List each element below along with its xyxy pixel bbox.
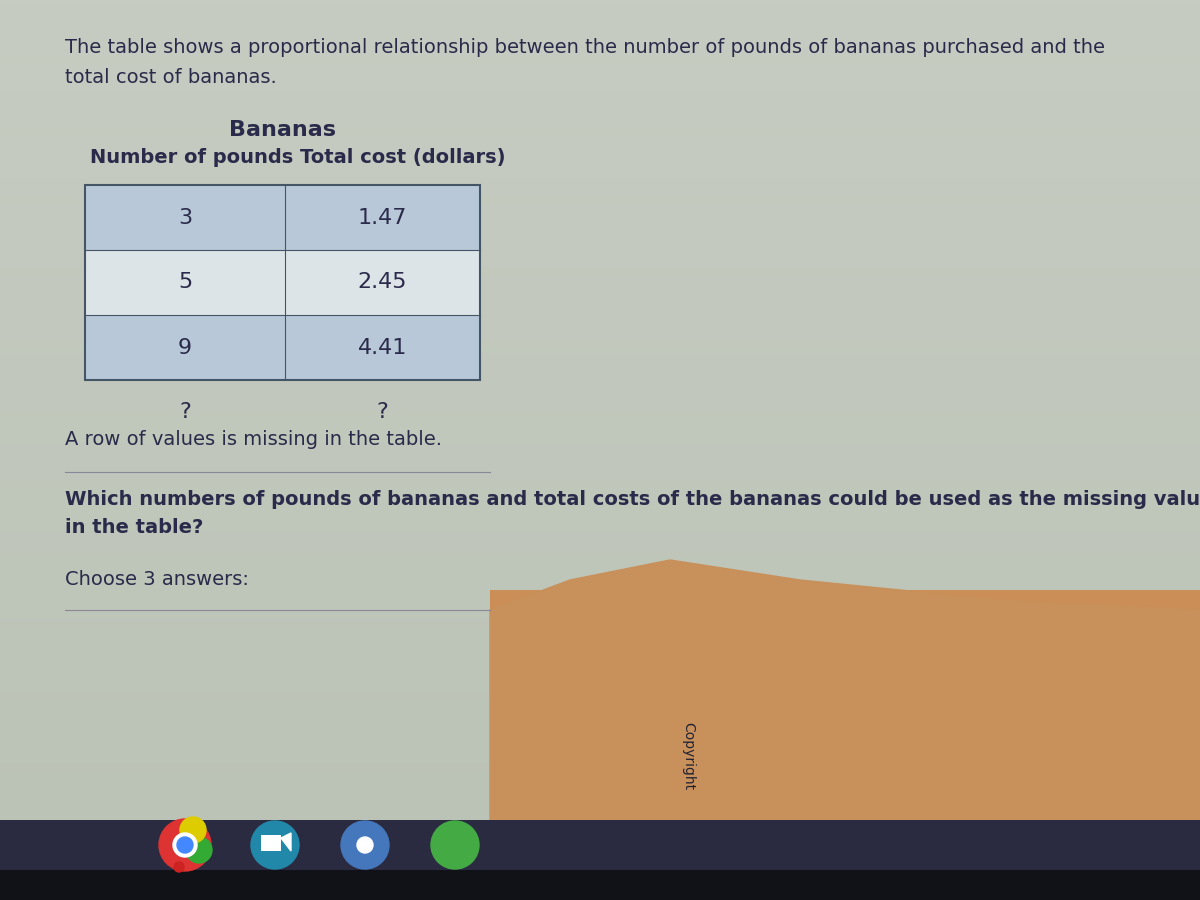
- Text: ?: ?: [179, 402, 191, 422]
- Text: A row of values is missing in the table.: A row of values is missing in the table.: [65, 430, 442, 449]
- Text: Total cost (dollars): Total cost (dollars): [300, 148, 505, 167]
- Polygon shape: [490, 560, 1200, 900]
- Circle shape: [158, 819, 211, 871]
- Circle shape: [358, 837, 373, 853]
- Text: The table shows a proportional relationship between the number of pounds of bana: The table shows a proportional relations…: [65, 38, 1105, 57]
- Circle shape: [431, 821, 479, 869]
- Bar: [85, 185, 480, 250]
- Bar: [85, 250, 480, 315]
- Circle shape: [174, 862, 184, 872]
- Text: 4.41: 4.41: [358, 338, 407, 357]
- Text: Number of pounds: Number of pounds: [90, 148, 293, 167]
- Text: 1.47: 1.47: [358, 208, 407, 228]
- Bar: [85, 185, 480, 380]
- Circle shape: [186, 837, 212, 863]
- Text: Copyright: Copyright: [682, 722, 695, 790]
- Text: ?: ?: [377, 402, 389, 422]
- Text: 9: 9: [178, 338, 192, 357]
- Text: total cost of bananas.: total cost of bananas.: [65, 68, 277, 87]
- Circle shape: [173, 833, 197, 857]
- Text: Bananas: Bananas: [229, 120, 336, 140]
- Text: in the table?: in the table?: [65, 518, 203, 537]
- Bar: [262, 835, 281, 851]
- Text: Choose 3 answers:: Choose 3 answers:: [65, 570, 248, 589]
- Bar: [490, 590, 1200, 900]
- Circle shape: [180, 817, 206, 843]
- Circle shape: [341, 821, 389, 869]
- Bar: [0, 820, 1200, 900]
- Circle shape: [251, 821, 299, 869]
- Bar: [0, 870, 1200, 900]
- Text: 2.45: 2.45: [358, 273, 407, 292]
- Text: 5: 5: [178, 273, 192, 292]
- Text: 3: 3: [178, 208, 192, 228]
- Bar: [85, 315, 480, 380]
- Circle shape: [178, 837, 193, 853]
- Text: Which numbers of pounds of bananas and total costs of the bananas could be used : Which numbers of pounds of bananas and t…: [65, 490, 1200, 509]
- Polygon shape: [281, 833, 292, 851]
